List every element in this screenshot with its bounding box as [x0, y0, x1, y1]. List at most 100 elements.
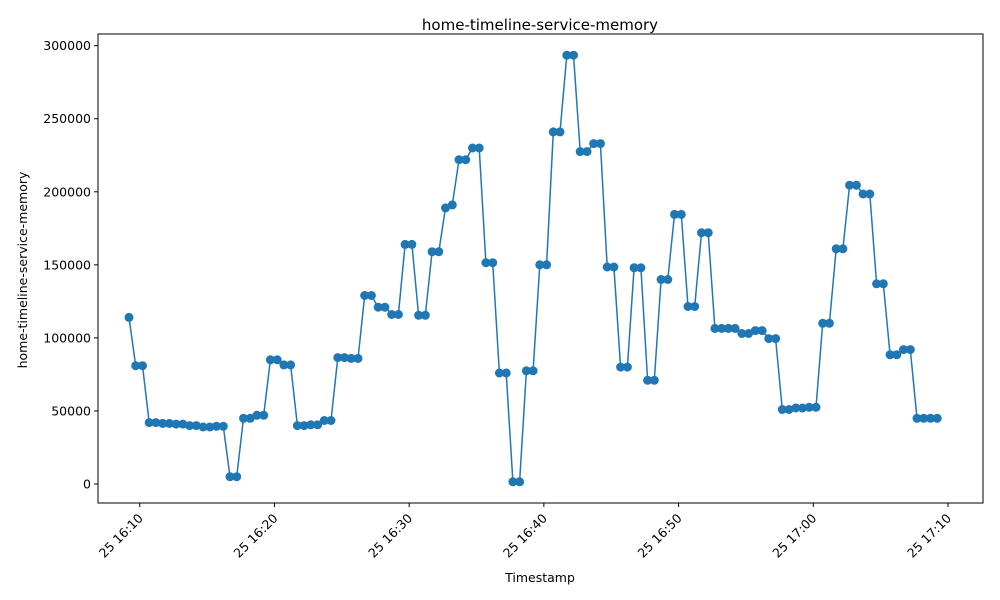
data-point [279, 360, 289, 370]
data-point [488, 258, 498, 268]
y-tick-label: 150000 [43, 257, 91, 272]
y-axis-label: home-timeline-service-memory [15, 171, 30, 368]
chart-title: home-timeline-service-memory [422, 16, 658, 34]
data-point [555, 127, 565, 137]
data-point [158, 418, 168, 428]
y-tick-label: 50000 [51, 403, 91, 418]
data-point [676, 209, 686, 219]
data-point [400, 239, 410, 249]
data-point [824, 318, 834, 328]
data-point [622, 362, 632, 372]
data-point [151, 418, 161, 428]
data-point [481, 258, 491, 268]
data-point [447, 200, 457, 210]
data-point [892, 350, 902, 360]
data-point [387, 310, 397, 319]
data-point [703, 228, 713, 238]
data-point [737, 329, 747, 338]
data-point [131, 361, 141, 371]
data-point [521, 366, 531, 376]
data-point [299, 421, 309, 431]
data-point [885, 350, 895, 360]
data-point [831, 244, 841, 254]
data-point [501, 368, 511, 378]
data-point [616, 362, 626, 372]
y-axis: 0 50000 100000 150000 200000 250000 300000 [43, 38, 98, 492]
data-point [838, 244, 848, 254]
data-point [239, 413, 248, 423]
data-point [717, 323, 727, 333]
data-point [414, 310, 424, 320]
data-point [777, 405, 787, 414]
data-point [454, 155, 464, 165]
data-point [919, 413, 929, 423]
data-point [380, 302, 390, 312]
data-point [178, 419, 188, 429]
data-point [286, 360, 296, 370]
data-point [252, 410, 262, 420]
data-point [191, 421, 201, 431]
data-point [872, 279, 882, 289]
data-point [420, 310, 430, 320]
data-point [407, 239, 417, 249]
data-point [690, 302, 700, 311]
data-point [225, 472, 235, 482]
data-point [548, 127, 558, 137]
data-point [697, 228, 706, 238]
data-point [434, 247, 444, 257]
data-point [373, 302, 383, 312]
data-point [218, 421, 228, 431]
data-point [333, 353, 343, 363]
data-point [393, 310, 403, 319]
y-tick-label: 250000 [43, 111, 91, 126]
data-point [649, 375, 659, 385]
data-point [569, 50, 578, 60]
data-point [932, 413, 942, 423]
data-point [212, 421, 221, 431]
data-point [804, 402, 814, 412]
axes-frame [97, 33, 984, 504]
data-point [138, 361, 147, 371]
y-tick-label: 300000 [43, 38, 91, 53]
data-point [474, 143, 484, 153]
data-point [723, 323, 733, 333]
data-point [845, 180, 855, 190]
data-point [346, 353, 356, 363]
data-point [265, 355, 275, 365]
data-point [629, 263, 639, 273]
data-point [818, 318, 828, 328]
data-point [272, 355, 282, 365]
data-point [164, 418, 174, 428]
data-point [259, 410, 269, 420]
data-point [730, 323, 740, 333]
data-point [185, 421, 195, 431]
data-point [528, 366, 538, 376]
data-point [306, 420, 316, 430]
data-point [494, 368, 504, 378]
y-tick-label: 100000 [43, 330, 91, 345]
data-point [865, 189, 875, 199]
data-point [353, 353, 363, 363]
plot-area [124, 50, 942, 487]
data-point [764, 334, 774, 344]
data-point [535, 260, 545, 270]
data-point [198, 422, 208, 432]
data-point [542, 260, 552, 270]
data-point [602, 262, 612, 272]
data-point [205, 422, 215, 432]
data-point [851, 180, 861, 190]
data-point [245, 413, 255, 423]
y-tick-label: 0 [83, 477, 91, 492]
data-point [582, 147, 592, 157]
data-point [124, 312, 134, 322]
data-point [683, 302, 693, 311]
data-point [798, 403, 807, 413]
x-axis-label: Timestamp [504, 570, 575, 585]
data-point [757, 326, 767, 336]
data-point [771, 334, 781, 344]
data-point [366, 291, 376, 300]
data-point [670, 209, 679, 219]
data-point [589, 139, 599, 149]
data-point [750, 326, 760, 336]
